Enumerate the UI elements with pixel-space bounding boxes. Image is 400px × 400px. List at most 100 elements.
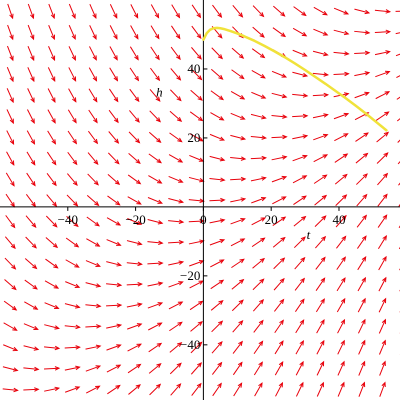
field-arrow (355, 152, 369, 164)
field-arrow (168, 260, 185, 266)
field-arrow (148, 322, 163, 331)
field-arrow (316, 339, 325, 355)
field-arrow (147, 240, 164, 246)
field-arrow (45, 237, 59, 249)
field-arrow (357, 235, 367, 249)
field-arrow (46, 172, 57, 187)
field-arrow (292, 134, 309, 140)
field-arrow (168, 281, 184, 288)
field-arrow (188, 198, 205, 203)
field-arrow (149, 110, 161, 123)
field-arrow (295, 381, 304, 397)
field-arrow (252, 26, 265, 38)
field-arrow (357, 276, 367, 292)
field-arrow (48, 3, 55, 20)
field-arrow (89, 25, 97, 40)
field-arrow (232, 4, 244, 18)
field-arrow (356, 193, 368, 207)
field-arrow (7, 24, 14, 41)
field-arrow (231, 278, 245, 290)
field-arrow (337, 360, 345, 376)
field-arrow (253, 340, 264, 355)
field-arrow (168, 239, 185, 245)
field-arrow (252, 257, 266, 269)
field-arrow (126, 261, 143, 267)
field-arrow (294, 277, 305, 291)
field-arrow (357, 318, 366, 334)
field-arrow (24, 258, 38, 270)
field-arrow (333, 29, 350, 36)
field-arrow (313, 6, 328, 16)
field-arrow (250, 155, 268, 161)
field-arrow (48, 24, 56, 41)
field-arrow (86, 238, 101, 247)
direction-field (2, 3, 400, 397)
field-arrow (230, 238, 246, 247)
field-arrow (377, 235, 387, 250)
field-arrow (107, 384, 121, 395)
field-arrow (88, 88, 98, 103)
field-arrow (149, 89, 161, 102)
field-arrow (379, 360, 386, 376)
field-arrow (312, 72, 330, 77)
field-arrow (211, 47, 224, 60)
field-arrow (147, 260, 164, 266)
field-arrow (85, 344, 102, 350)
field-arrow (168, 301, 184, 310)
field-arrow (336, 235, 347, 249)
field-arrow (23, 345, 40, 351)
field-arrow (209, 197, 226, 203)
y-tick-label: 40 (187, 61, 200, 76)
field-arrow (358, 360, 366, 376)
field-arrow (46, 151, 57, 166)
field-arrow (23, 366, 40, 372)
field-arrow (334, 173, 348, 185)
field-arrow (109, 67, 119, 82)
field-arrow (23, 387, 40, 392)
field-arrow (252, 298, 265, 312)
field-arrow (189, 154, 205, 162)
field-arrow (209, 155, 226, 162)
field-arrow (271, 114, 288, 119)
field-arrow (88, 130, 99, 145)
field-arrow (25, 215, 37, 229)
field-arrow (148, 153, 162, 164)
field-arrow (148, 363, 162, 374)
field-arrow (130, 4, 139, 19)
field-arrow (252, 278, 265, 291)
field-arrow (191, 382, 202, 396)
field-arrow (375, 70, 391, 78)
field-arrow (106, 217, 122, 226)
field-arrow (209, 239, 226, 246)
y-tick-label: −40 (180, 337, 200, 352)
field-arrow (45, 215, 58, 228)
field-arrow (4, 236, 16, 250)
field-arrow (316, 381, 324, 397)
field-arrow (333, 7, 350, 15)
field-arrow (292, 49, 308, 57)
field-arrow (274, 361, 284, 376)
field-arrow (250, 135, 267, 140)
field-arrow (316, 318, 325, 334)
field-arrow (230, 156, 247, 161)
x-tick-label: 0 (200, 212, 207, 227)
field-arrow (274, 298, 285, 312)
field-arrow (4, 279, 17, 291)
field-arrow (6, 151, 15, 166)
field-arrow (27, 24, 35, 41)
field-arrow (106, 303, 123, 308)
field-arrow (333, 112, 350, 120)
field-arrow (313, 28, 329, 36)
field-arrow (89, 3, 97, 20)
field-arrow (377, 172, 389, 186)
field-arrow (66, 173, 78, 186)
field-arrow (377, 214, 388, 228)
field-arrow (210, 259, 225, 268)
field-arrow (396, 75, 400, 79)
field-arrow (209, 133, 226, 141)
field-arrow (85, 365, 102, 372)
field-arrow (379, 339, 386, 355)
field-arrow (168, 219, 185, 224)
field-arrow (251, 91, 267, 99)
field-arrow (109, 46, 118, 61)
